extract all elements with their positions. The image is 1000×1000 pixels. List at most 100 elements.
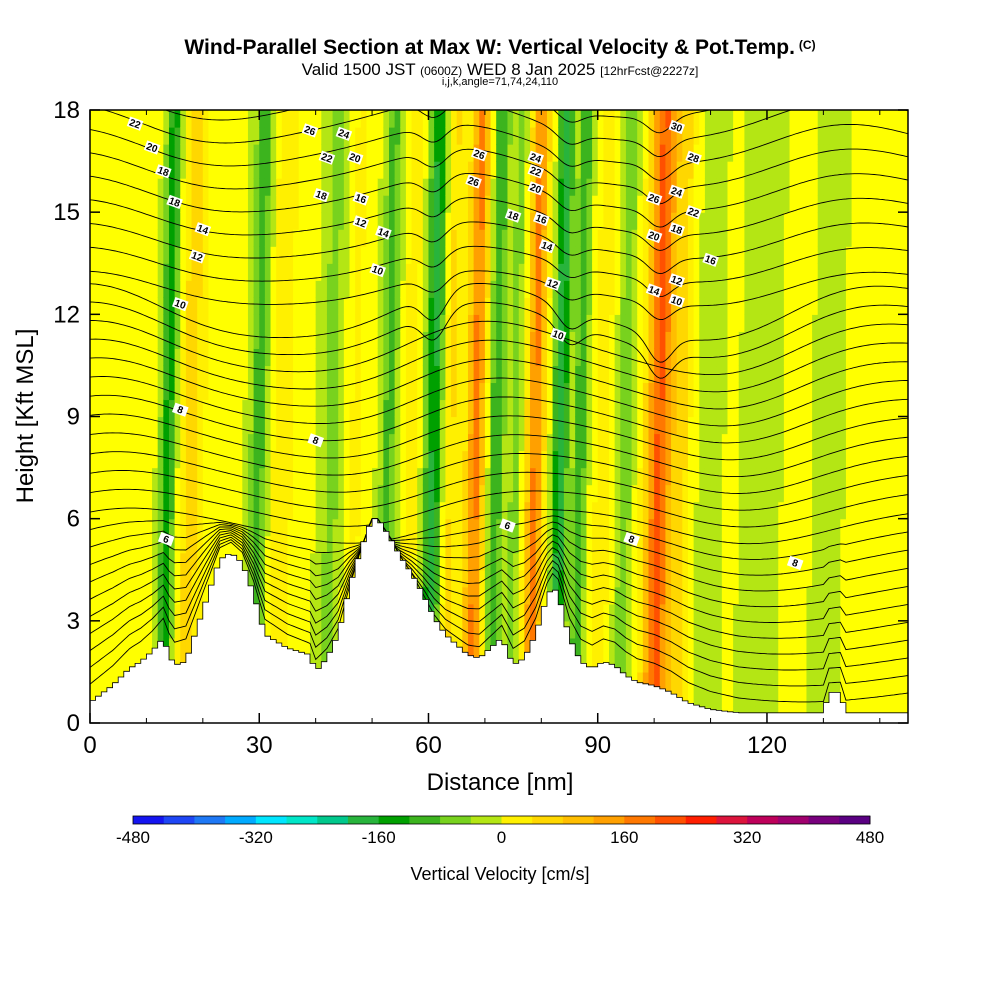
theta-label-bg [499, 518, 516, 533]
theta-label-text: 20 [348, 152, 363, 166]
chart-title-text: Wind-Parallel Section at Max W: Vertical… [184, 36, 795, 59]
theta-label-bg [533, 211, 550, 227]
theta-label-bg [143, 140, 161, 155]
theta-contour-line [90, 338, 908, 393]
theta-label-bg [527, 164, 544, 179]
theta-label: 14 [538, 239, 556, 254]
colorbar-swatch [747, 816, 779, 824]
theta-contour-line [90, 413, 908, 461]
theta-contour-line [90, 357, 908, 410]
theta-label-bg [645, 228, 663, 244]
theta-label: 24 [668, 184, 685, 200]
theta-contour-line [102, 110, 908, 158]
theta-label: 10 [549, 327, 567, 343]
theta-label: 28 [685, 150, 702, 166]
theta-label: 26 [471, 147, 488, 162]
theta-label: 26 [301, 123, 319, 139]
valid-utc: (0600Z) [420, 64, 463, 78]
theta-label-bg [538, 239, 556, 254]
theta-label-text: 28 [686, 152, 701, 166]
y-tick-label: 6 [67, 506, 80, 533]
colorbar-tick-label: -480 [116, 828, 150, 847]
theta-label-text: 24 [669, 186, 684, 200]
colorbar-swatch [593, 816, 625, 824]
theta-label-text: 20 [528, 182, 543, 196]
theta-label-text: 16 [353, 192, 368, 206]
theta-label-text: 6 [161, 534, 170, 546]
theta-label: 24 [527, 150, 544, 166]
theta-contour-line [90, 518, 908, 671]
colorbar-tick-label: 160 [610, 828, 638, 847]
terrain-mask [90, 518, 908, 723]
theta-label: 16 [702, 252, 719, 268]
theta-label-bg [172, 297, 189, 312]
theta-label-bg [194, 222, 212, 237]
theta-label: 14 [194, 222, 212, 237]
theta-label-bg [369, 263, 386, 278]
theta-label: 18 [166, 194, 183, 210]
x-tick-label: 30 [246, 732, 273, 759]
theta-label-bg [318, 150, 336, 165]
colorbar-frame [132, 815, 871, 825]
theta-label-text: 10 [370, 264, 385, 278]
theta-contour-line [90, 518, 908, 639]
theta-label: 20 [143, 140, 161, 156]
y-tick-label: 3 [67, 608, 80, 635]
colorbar-swatch [255, 816, 288, 824]
theta-label-text: 16 [703, 254, 718, 268]
theta-label: 16 [533, 211, 550, 227]
theta-label-bg [668, 273, 685, 288]
theta-label: 18 [313, 188, 330, 203]
theta-label-bg [157, 532, 175, 547]
theta-label: 14 [375, 225, 392, 241]
theta-label-bg [668, 184, 685, 199]
forecast-info: [12hrFcst@2227z] [600, 64, 699, 78]
theta-label-text: 20 [145, 141, 160, 155]
theta-label-text: 16 [534, 213, 549, 227]
theta-label-bg [685, 150, 702, 165]
theta-label-bg [335, 126, 353, 141]
colorbar-swatch [163, 816, 195, 824]
theta-label-text: 12 [545, 278, 560, 292]
theta-label-text: 8 [311, 435, 320, 447]
x-tick-label: 120 [747, 732, 787, 759]
theta-contour-line [90, 518, 908, 576]
colorbar-label: Vertical Velocity [cm/s] [410, 864, 589, 884]
chart-title: Wind-Parallel Section at Max W: Vertical… [0, 36, 1000, 60]
colorbar-swatch [225, 816, 257, 824]
theta-label: 18 [668, 222, 685, 237]
y-tick-label: 18 [53, 97, 80, 124]
theta-label-bg [685, 205, 702, 220]
theta-label-bg [668, 222, 685, 237]
theta-label-bg [352, 215, 370, 230]
colorbar-swatch [532, 816, 564, 824]
theta-label-text: 12 [669, 274, 684, 288]
theta-contour-line [90, 518, 908, 703]
theta-label-text: 10 [669, 295, 684, 309]
y-tick-label: 12 [53, 301, 80, 328]
theta-label-text: 24 [336, 128, 351, 142]
theta-contour-line [90, 270, 908, 321]
theta-label-bg [313, 188, 330, 203]
theta-label-bg [188, 249, 206, 264]
theta-contour-line [90, 148, 908, 205]
colorbar-swatch [501, 816, 533, 824]
theta-label-bg [544, 276, 561, 291]
theta-contour-line [90, 518, 908, 687]
theta-contour-line [164, 110, 712, 134]
theta-label-text: 22 [528, 165, 543, 179]
theta-contour-line [90, 283, 908, 363]
theta-label: 8 [623, 532, 640, 546]
colorbar-swatch [133, 816, 165, 824]
colorbar-swatch [378, 816, 410, 824]
y-tick-label: 9 [67, 404, 80, 431]
theta-label-bg [465, 174, 482, 189]
theta-contour-line [90, 451, 908, 494]
colorbar-swatch [655, 816, 687, 824]
theta-label-bg [549, 327, 567, 342]
theta-label: 26 [645, 191, 663, 207]
valid-date: WED 8 Jan 2025 [466, 60, 596, 79]
theta-label-bg [668, 293, 685, 308]
theta-contour-line [90, 221, 908, 275]
